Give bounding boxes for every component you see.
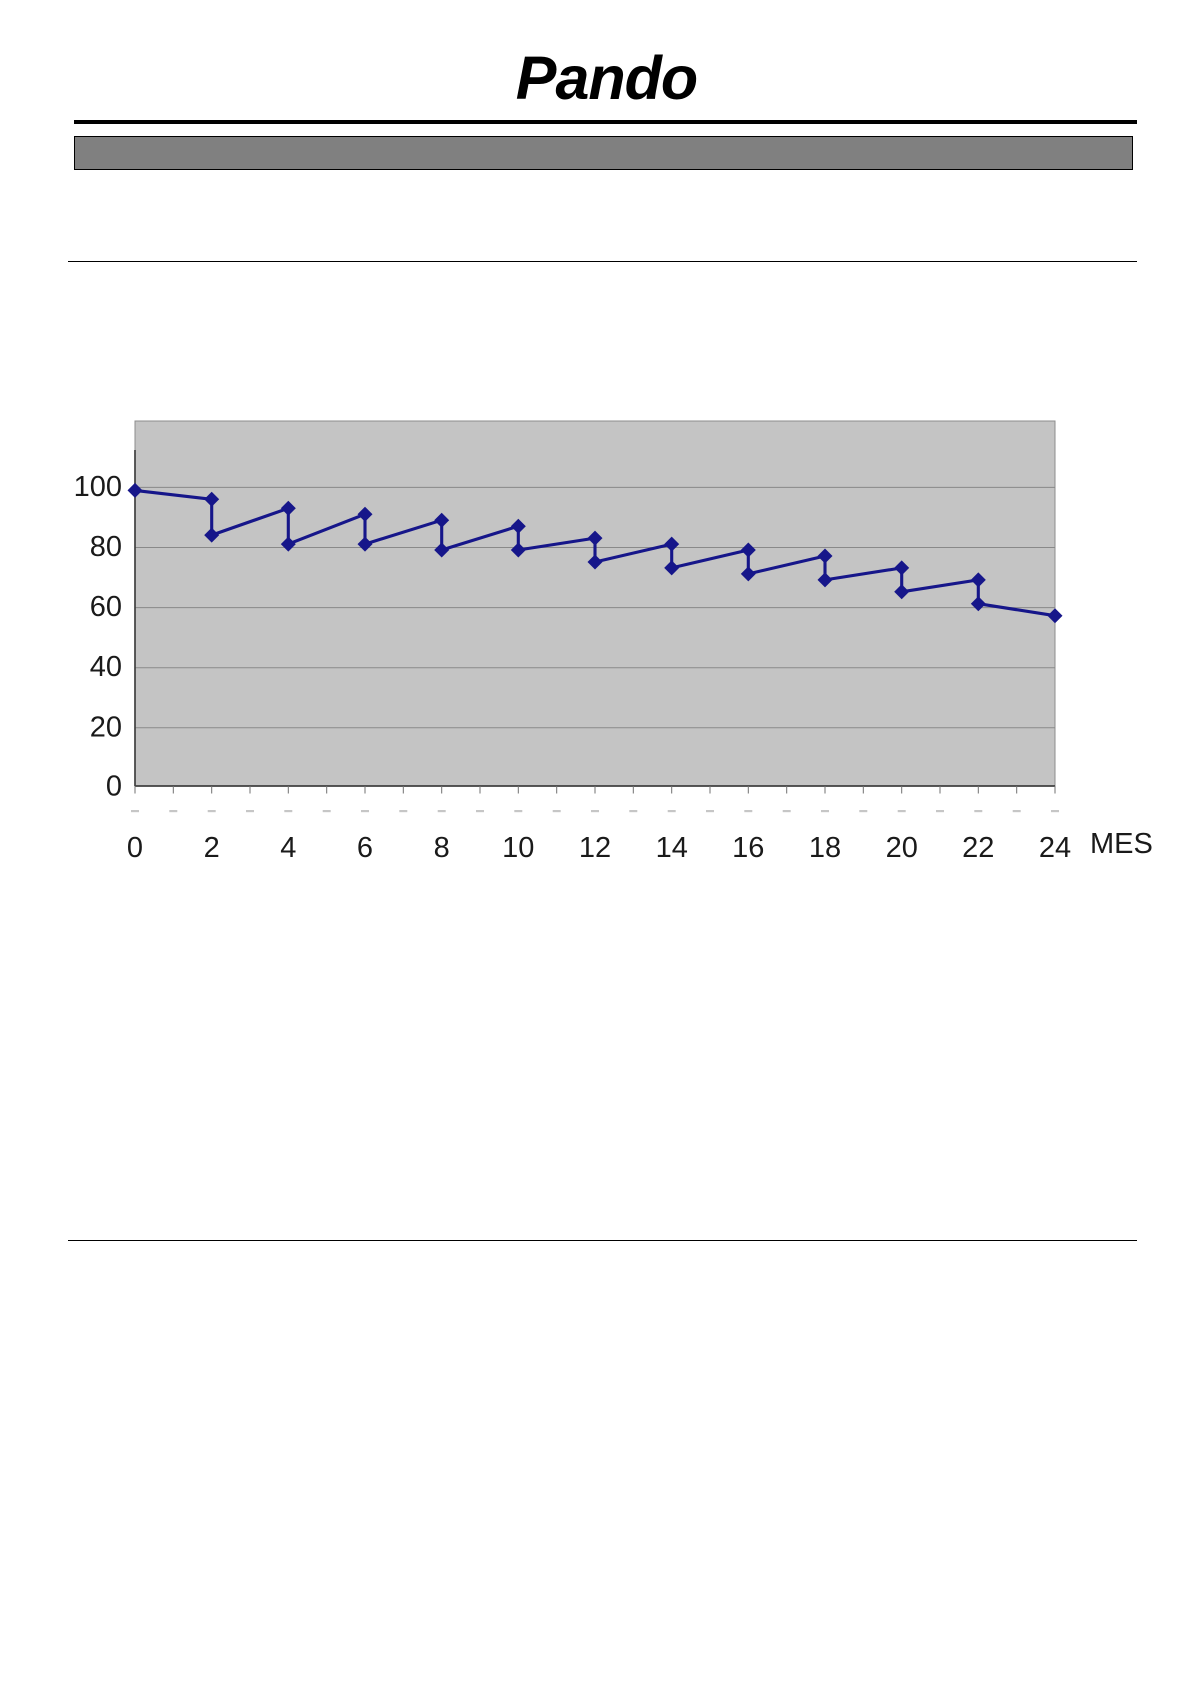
- svg-text:40: 40: [90, 651, 122, 683]
- svg-text:100: 100: [74, 471, 122, 503]
- svg-text:0: 0: [127, 832, 143, 864]
- svg-text:18: 18: [809, 832, 841, 864]
- svg-text:20: 20: [886, 832, 918, 864]
- svg-text:22: 22: [962, 832, 994, 864]
- svg-text:24: 24: [1039, 832, 1071, 864]
- svg-text:12: 12: [579, 832, 611, 864]
- svg-text:8: 8: [434, 832, 450, 864]
- svg-text:14: 14: [656, 832, 688, 864]
- svg-text:10: 10: [502, 832, 534, 864]
- svg-text:60: 60: [90, 591, 122, 623]
- svg-text:2: 2: [204, 832, 220, 864]
- svg-text:4: 4: [280, 832, 296, 864]
- svg-text:0: 0: [106, 771, 122, 803]
- svg-text:16: 16: [732, 832, 764, 864]
- svg-text:MES: MES: [1090, 828, 1153, 860]
- svg-text:6: 6: [357, 832, 373, 864]
- svg-text:80: 80: [90, 531, 122, 563]
- svg-text:20: 20: [90, 711, 122, 743]
